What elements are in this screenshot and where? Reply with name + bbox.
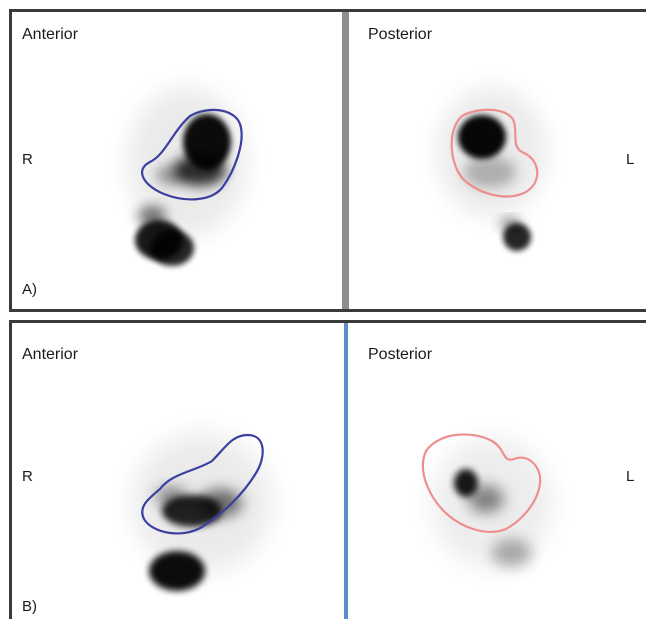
anterior-label-b: Anterior [22, 346, 79, 363]
right-marker-a: R [22, 151, 33, 168]
anterior-label-a: Anterior [22, 26, 79, 43]
right-marker-b: R [22, 468, 33, 485]
panel-letter-a: A) [22, 281, 37, 298]
anterior-uptake-a [127, 87, 247, 266]
anterior-roi-outline-a [141, 108, 243, 201]
left-marker-a: L [626, 151, 635, 168]
posterior-roi-outline-b [421, 433, 542, 533]
posterior-roi-outline-a [450, 108, 539, 198]
posterior-label-b: Posterior [368, 346, 433, 363]
posterior-uptake-b [432, 438, 552, 568]
panel-b: Anterior Posterior R L B) [9, 320, 646, 619]
panel-letter-b: B) [22, 598, 37, 615]
view-divider-a [342, 12, 349, 309]
panel-a: Anterior Posterior R L A) [9, 9, 646, 312]
left-marker-b: L [626, 468, 635, 485]
anterior-roi-outline-b [141, 433, 264, 535]
anterior-uptake-b [132, 433, 272, 591]
view-divider-b [344, 323, 348, 619]
scan-image-b [132, 433, 552, 591]
posterior-uptake-a [437, 87, 547, 251]
scan-image-a [127, 87, 547, 266]
posterior-label-a: Posterior [368, 26, 433, 43]
